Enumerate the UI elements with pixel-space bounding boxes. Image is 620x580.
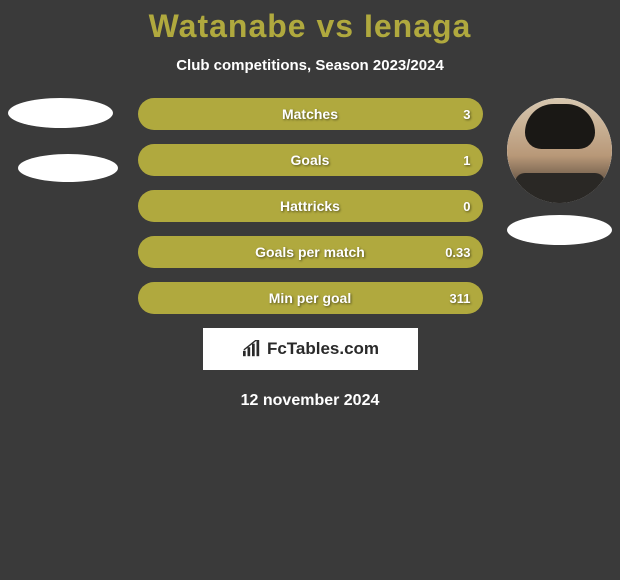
avatar-photo-icon [507,98,612,203]
stat-row-matches: Matches 3 [138,98,483,130]
stat-row-goals: Goals 1 [138,144,483,176]
stat-label: Hattricks [280,198,340,214]
player-right-badge [507,215,612,245]
stat-value-right: 3 [463,107,470,122]
stat-value-right: 1 [463,153,470,168]
stat-value-right: 0.33 [445,245,470,260]
content-area: Matches 3 Goals 1 Hattricks 0 Goals per … [0,98,620,410]
bar-chart-icon [241,340,263,358]
page-title: Watanabe vs Ienaga [0,8,620,45]
comparison-card: Watanabe vs Ienaga Club competitions, Se… [0,0,620,410]
stat-label: Min per goal [269,290,351,306]
subtitle: Club competitions, Season 2023/2024 [0,57,620,74]
source-logo-box: FcTables.com [203,328,418,370]
player-right-group [507,98,612,245]
player-right-avatar [507,98,612,203]
stat-row-goals-per-match: Goals per match 0.33 [138,236,483,268]
stats-list: Matches 3 Goals 1 Hattricks 0 Goals per … [138,98,483,314]
stat-label: Goals [291,152,330,168]
player-left-group [8,98,118,182]
stat-row-hattricks: Hattricks 0 [138,190,483,222]
stat-value-right: 311 [450,291,471,306]
stat-row-min-per-goal: Min per goal 311 [138,282,483,314]
player-left-badge-1 [8,98,113,128]
stat-label: Goals per match [255,244,365,260]
player-left-badge-2 [18,154,118,182]
date-text: 12 november 2024 [0,392,620,410]
stat-value-right: 0 [463,199,470,214]
source-logo: FcTables.com [241,339,379,359]
source-logo-text: FcTables.com [267,339,379,359]
stat-label: Matches [282,106,338,122]
